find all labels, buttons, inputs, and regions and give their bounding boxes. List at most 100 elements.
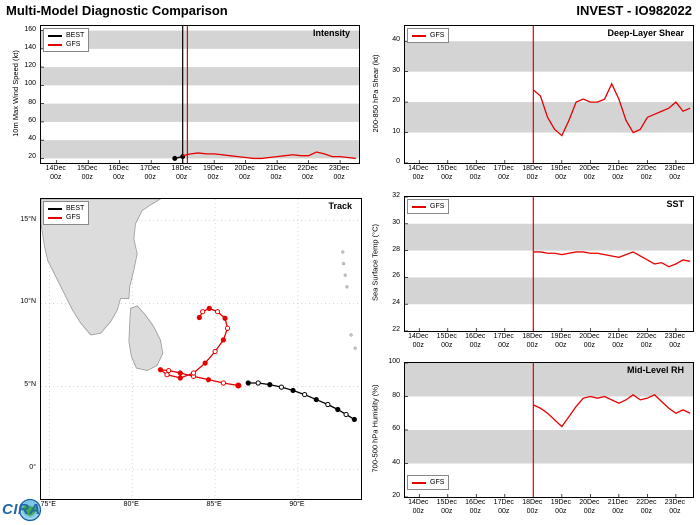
x-tick-label: 22Dec 00z	[297, 165, 318, 181]
shaded-band	[41, 30, 359, 49]
y-tick-label: 32	[392, 192, 400, 199]
x-tick-label: 16Dec 00z	[108, 165, 129, 181]
legend-swatch	[48, 216, 62, 219]
y-tick-label: 30	[392, 66, 400, 74]
best-track-point	[325, 401, 331, 408]
x-tick-label: 14Dec 00z	[45, 165, 66, 181]
x-tick-label: 19Dec 00z	[550, 499, 571, 515]
x-tick-label: 16Dec 00z	[465, 165, 486, 181]
x-tick-label: 20Dec 00z	[579, 165, 600, 181]
gfs-track-point	[220, 380, 226, 386]
gfs-track-point	[157, 367, 163, 373]
gfs-line	[533, 251, 691, 268]
shear-y-axis-label: 200-850 hPa Shear (kt)	[371, 54, 380, 133]
track-panel: Track 75°E 80°E 85°E 90°E 0° 5°N 10°N 15°N BEST G…	[8, 192, 364, 518]
legend-row: GFS	[412, 31, 444, 40]
gfs-track-point	[222, 315, 228, 321]
shaded-band	[405, 277, 693, 305]
best-marker	[172, 155, 178, 161]
gfs-track-point	[224, 325, 231, 331]
y-tick-label: 60	[392, 425, 400, 432]
x-tick-label: 14Dec 00z	[408, 333, 429, 349]
legend-label: GFS	[430, 203, 445, 210]
gfs-track-point	[205, 377, 212, 383]
shaded-band	[405, 430, 693, 464]
page-title: Multi-Model Diagnostic Comparison	[6, 3, 228, 18]
gfs-track-point	[177, 370, 183, 376]
gfs-line	[182, 151, 356, 160]
island	[341, 250, 345, 254]
x-tick-label: 16Dec 00z	[465, 333, 486, 349]
x-tick-label: 23Dec 00z	[664, 165, 685, 181]
best-track-point	[313, 396, 319, 403]
track-legend: BEST GFS	[43, 201, 90, 225]
x-tick-label: 21Dec 00z	[607, 333, 628, 349]
y-tick-label: 40	[28, 135, 36, 143]
legend-label: BEST	[66, 32, 85, 39]
lon-tick-label: 75°E	[40, 501, 56, 508]
legend-row: GFS	[48, 213, 84, 222]
x-tick-label: 20Dec 00z	[579, 499, 600, 515]
cira-text: CIRA	[2, 501, 41, 518]
best-track-point	[245, 380, 251, 386]
shaded-band	[41, 103, 359, 122]
x-tick-label: 18Dec 00z	[522, 333, 543, 349]
intensity-panel: 10m Max Wind Speed (kt) Intensity 20 40 60…	[8, 18, 362, 192]
x-tick-label: 15Dec 00z	[77, 165, 98, 181]
x-tick-label: 15Dec 00z	[436, 165, 457, 181]
x-tick-label: 19Dec 00z	[550, 333, 571, 349]
lon-tick-label: 85°E	[206, 501, 222, 508]
deep-layer-shear-plot	[404, 25, 694, 164]
x-tick-label: 18Dec 00z	[171, 165, 192, 181]
gfs-track-point	[190, 370, 197, 376]
gfs-track-point	[202, 360, 208, 366]
island	[349, 333, 353, 337]
x-tick-label: 23Dec 00z	[328, 165, 350, 181]
y-tick-label: 60	[28, 116, 36, 124]
lat-tick-label: 15°N	[20, 215, 36, 223]
sst-title: SST	[666, 199, 684, 209]
x-tick-label: 15Dec 00z	[436, 333, 457, 349]
x-tick-label: 17Dec 00z	[140, 165, 161, 181]
x-tick-label: 14Dec 00z	[408, 165, 429, 181]
y-tick-label: 22	[392, 326, 400, 333]
shear-title: Deep-Layer Shear	[607, 28, 684, 38]
shaded-band	[405, 363, 693, 397]
y-tick-label: 30	[392, 218, 400, 226]
gfs-line	[532, 82, 691, 137]
track-plot	[40, 198, 362, 500]
x-tick-label: 23Dec 00z	[664, 499, 685, 515]
storm-id-title: INVEST - IO982022	[576, 3, 692, 18]
shaded-band	[41, 140, 359, 159]
x-tick-label: 16Dec 00z	[465, 499, 486, 515]
sst-plot	[404, 196, 694, 332]
y-tick-label: 100	[388, 358, 400, 365]
x-tick-label: 22Dec 00z	[636, 499, 657, 515]
legend-label: GFS	[66, 214, 81, 221]
gfs-track-point	[220, 337, 226, 343]
x-tick-label: 20Dec 00z	[579, 333, 600, 349]
island	[353, 346, 357, 350]
gfs-track-point	[164, 372, 170, 378]
x-tick-label: 15Dec 00z	[436, 499, 457, 515]
gfs-track-point	[214, 309, 221, 315]
best-track-point	[278, 384, 285, 390]
x-tick-label: 17Dec 00z	[493, 333, 514, 349]
island	[345, 285, 349, 289]
gfs-start-dot	[235, 382, 242, 389]
y-tick-label: 20	[392, 97, 400, 105]
best-track-point	[343, 411, 349, 418]
legend-row: BEST	[48, 31, 84, 40]
island	[341, 261, 346, 266]
globe-icon	[18, 498, 42, 522]
x-tick-label: 14Dec 00z	[408, 499, 429, 515]
legend-swatch	[48, 34, 62, 37]
x-tick-label: 18Dec 00z	[522, 165, 543, 181]
best-track-point	[302, 391, 308, 398]
y-tick-label: 20	[392, 492, 400, 499]
shaded-band	[405, 223, 693, 251]
x-tick-label: 22Dec 00z	[636, 333, 657, 349]
legend-swatch	[412, 34, 426, 37]
island	[343, 273, 347, 277]
lat-tick-label: 5°N	[24, 381, 36, 389]
